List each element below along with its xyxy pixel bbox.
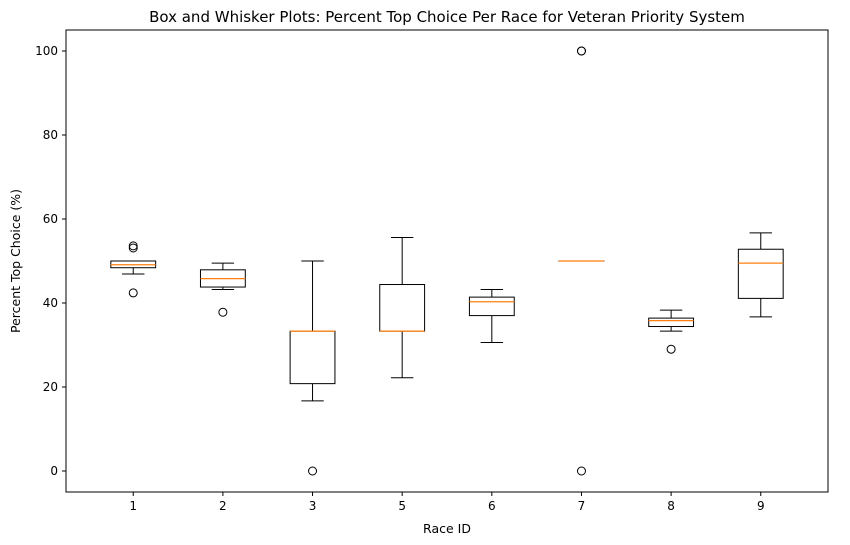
outlier-point [576,466,586,476]
x-tick-label: 8 [667,499,675,513]
y-tick-label: 20 [43,380,58,394]
x-tick-label: 9 [757,499,765,513]
x-tick-label: 2 [219,499,227,513]
y-tick-label: 80 [43,128,58,142]
box-group [558,46,605,476]
x-tick-label: 3 [309,499,317,513]
x-tick-label: 1 [129,499,137,513]
box [379,284,426,332]
x-tick-label: 5 [398,499,406,513]
x-axis-label: Race ID [423,521,471,536]
box-group [199,262,246,317]
outlier-point [308,466,318,476]
box-group [468,289,515,343]
y-axis-label: Percent Top Choice (%) [8,189,23,333]
outlier-point [218,307,228,317]
plot-area [110,46,784,476]
outlier-point [128,241,138,251]
box-group [648,309,695,354]
y-tick-label: 100 [35,44,58,58]
x-tick-label: 7 [578,499,586,513]
x-tick-label: 6 [488,499,496,513]
chart-title: Box and Whisker Plots: Percent Top Choic… [149,8,745,26]
outlier-point [128,243,138,253]
box [289,330,336,385]
y-tick-label: 60 [43,212,58,226]
y-tick-label: 40 [43,296,58,310]
plot-frame [65,29,829,493]
box [468,296,515,317]
box-group [289,260,336,476]
box [737,248,784,299]
outlier-point [576,46,586,56]
outlier-point [128,288,138,298]
box-group [110,241,157,298]
x-axis: 1 2 3 5 6 7 8 9 [129,492,765,513]
outlier-point [666,344,676,354]
y-tick-label: 0 [50,464,58,478]
box-group [379,236,426,379]
box-group [737,232,784,318]
box [648,317,695,328]
y-axis: 0 20 40 60 80 100 [35,44,66,478]
